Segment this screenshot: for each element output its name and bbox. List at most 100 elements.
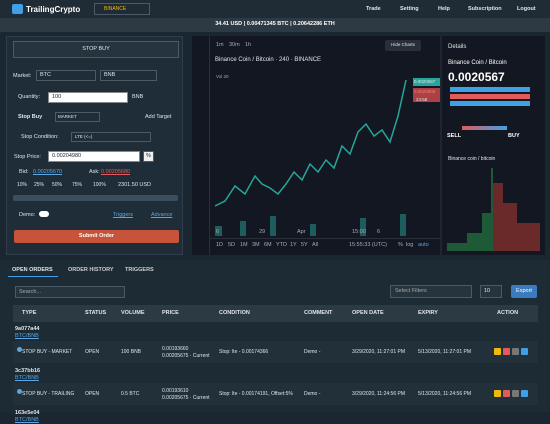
range[interactable]: 5D (228, 242, 236, 248)
link[interactable]: Advance (151, 212, 173, 218)
bid[interactable]: 0.00205670 (33, 169, 63, 175)
select[interactable] (100, 70, 157, 81)
label: Bid: (19, 169, 29, 175)
details-panel: Details Binance Coin / Bitcoin 0.0020567… (442, 36, 545, 255)
cell: 0.5 BTC (121, 391, 140, 397)
date-label: 6 (216, 229, 220, 235)
column-header: PRICE (162, 310, 179, 316)
action-button[interactable] (503, 348, 510, 355)
bid-depth (447, 168, 493, 251)
percent-option[interactable]: 100% (93, 182, 106, 188)
order-type-select[interactable] (13, 41, 179, 58)
bar (450, 87, 530, 92)
input[interactable] (48, 92, 128, 103)
nav-link[interactable]: Help (438, 6, 450, 12)
depth-title: Binance coin / bitcoin (448, 156, 496, 162)
action-button[interactable] (521, 390, 528, 397)
details-price: 0.0020567 (448, 70, 505, 84)
interval[interactable]: 30m (229, 42, 240, 48)
action-button[interactable] (494, 348, 501, 355)
column-header: OPEN DATE (352, 310, 384, 316)
percent-option[interactable]: 75% (72, 182, 83, 188)
cell: 3/29/2020, 11:27:01 PM (352, 349, 406, 355)
nav-link[interactable]: Logout (517, 6, 536, 12)
nav-link[interactable]: Subscription (468, 6, 502, 12)
slider[interactable] (13, 195, 178, 201)
cell: 0.00193610 (162, 388, 189, 394)
ask[interactable]: 0.00205680 (101, 169, 131, 175)
buy[interactable]: BUY (508, 133, 520, 139)
percent-option[interactable]: 25% (34, 182, 45, 188)
action-button[interactable] (503, 390, 510, 397)
toggle[interactable] (39, 211, 49, 217)
interval[interactable]: 1h (245, 42, 252, 48)
filter-select[interactable] (390, 285, 472, 298)
sell[interactable]: SELL (447, 133, 462, 139)
range[interactable]: 1D (216, 242, 224, 248)
nav-link[interactable]: Trade (366, 6, 381, 12)
link[interactable]: Triggers (113, 212, 133, 218)
date-label: Apr (297, 229, 306, 235)
cell: 5/13/2020, 11:27:01 PM (418, 349, 472, 355)
group-pair[interactable]: BTC/BNB (15, 375, 39, 381)
percent-option[interactable]: 50% (52, 182, 63, 188)
group-id: 3c37bb16 (15, 368, 41, 374)
scale-option[interactable]: % (398, 242, 403, 248)
scale-option[interactable]: log (406, 242, 414, 248)
action-button[interactable] (512, 390, 519, 397)
tab[interactable]: ORDER HISTORY (68, 267, 114, 273)
range[interactable]: YTD (276, 242, 287, 248)
ticker-bar: 34.41 USD | 0.00471345 BTC | 0.20642286 … (0, 18, 550, 32)
interval[interactable]: 1m (216, 42, 224, 48)
range[interactable]: All (312, 242, 319, 248)
percent-sign: % (146, 153, 151, 159)
input[interactable] (48, 151, 140, 162)
percent-button[interactable] (143, 151, 154, 162)
export-button[interactable] (511, 285, 537, 298)
group-pair[interactable]: BTC/BNB (15, 333, 39, 339)
search-box[interactable] (15, 286, 125, 298)
date-label: 15:00 (352, 229, 366, 235)
action-button[interactable] (494, 390, 501, 397)
select[interactable] (55, 112, 100, 122)
range[interactable]: 3M (252, 242, 260, 248)
tab[interactable]: TRIGGERS (125, 267, 154, 273)
cell: OPEN (85, 349, 100, 355)
exchange-select[interactable] (94, 3, 150, 15)
details-heading: Details (448, 44, 467, 50)
cell: Stop: lte - 0.00174366 (219, 349, 269, 355)
range[interactable]: 6M (264, 242, 272, 248)
select[interactable] (71, 132, 151, 142)
expand-icon[interactable] (17, 347, 22, 352)
label: Market: (13, 73, 32, 79)
date-label: 29 (259, 229, 266, 235)
scale-option[interactable]: auto (418, 242, 429, 248)
expand-icon[interactable] (17, 389, 22, 394)
cell: Demo - (304, 391, 321, 397)
select[interactable] (36, 70, 96, 81)
search: Search... (19, 289, 42, 295)
submit-button[interactable] (14, 230, 179, 243)
nav-link[interactable]: Setting (400, 6, 419, 12)
divider (210, 238, 440, 239)
action-button[interactable] (512, 348, 519, 355)
hide: Hide Charts (391, 42, 415, 47)
range[interactable]: 1M (240, 242, 248, 248)
price-tag-text: 0.0020567 (414, 79, 436, 84)
volume-bars (215, 214, 406, 236)
cell: Stop: lte - 0.00174191, Offset:5% (219, 391, 293, 397)
exchange: BINANCE (104, 6, 127, 12)
depth-chart (447, 168, 540, 251)
page-size-select[interactable] (480, 285, 502, 298)
gauge (462, 126, 507, 130)
label: Ask: (89, 169, 100, 175)
link[interactable]: Add Target (145, 114, 172, 120)
range[interactable]: 5Y (301, 242, 308, 248)
group-pair[interactable]: BTC/BNB (15, 417, 39, 423)
submit: Submit Order (78, 233, 115, 239)
action-button[interactable] (521, 348, 528, 355)
range[interactable]: 1Y (290, 242, 297, 248)
tab[interactable]: OPEN ORDERS (12, 267, 53, 273)
hide-button[interactable] (385, 40, 421, 51)
percent-option[interactable]: 10% (17, 182, 28, 188)
